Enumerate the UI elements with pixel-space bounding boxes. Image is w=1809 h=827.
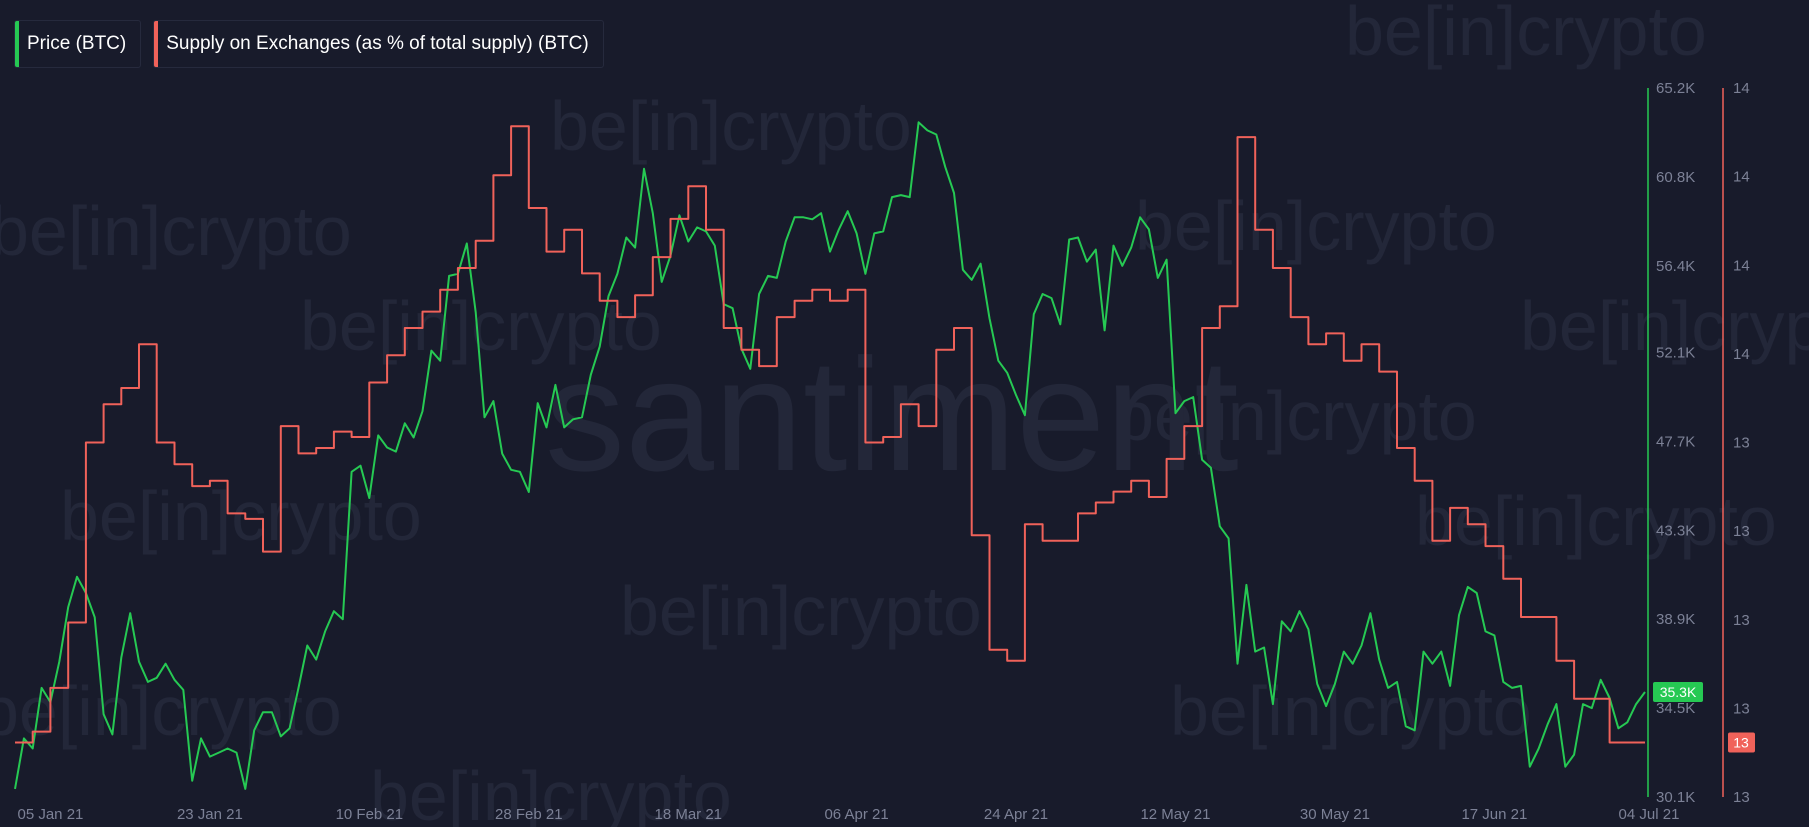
legend-supply-label: Supply on Exchanges (as % of total suppl… <box>166 33 589 54</box>
current-value-labels: 35.3K 13 <box>1653 681 1755 753</box>
price-current-label: 35.3K <box>1660 684 1697 700</box>
price-current-badge <box>1653 681 1703 702</box>
x-axis: 05 Jan 21 23 Jan 21 10 Feb 21 28 Feb 21 18 M… <box>17 806 1679 823</box>
series-layer <box>14 121 1646 790</box>
x-tick-label: 28 Feb 21 <box>495 806 563 823</box>
supply-tick-label: 14 <box>1733 346 1750 363</box>
supply-tick-label: 13 <box>1733 612 1750 629</box>
watermark-text: be[in]crypto <box>370 757 732 827</box>
supply-tick-label: 13 <box>1733 789 1750 806</box>
supply-tick-label: 13 <box>1733 435 1750 452</box>
price-tick-label: 43.3K <box>1656 522 1695 539</box>
price-tick-label: 34.5K <box>1656 700 1695 717</box>
price-tick-label: 30.1K <box>1656 789 1695 806</box>
price-swatch <box>15 21 19 67</box>
legend-price-label: Price (BTC) <box>27 33 127 54</box>
price-tick-label: 38.9K <box>1656 611 1695 628</box>
watermark-text: be[in]crypto <box>1115 377 1477 455</box>
supply-tick-label: 13 <box>1733 700 1750 717</box>
x-tick-label: 10 Feb 21 <box>336 806 404 823</box>
supply-tick-label: 14 <box>1733 169 1750 186</box>
supply-series-line <box>15 125 1645 744</box>
supply-tick-label: 14 <box>1733 80 1750 97</box>
supply-tick-label: 13 <box>1733 523 1750 540</box>
x-tick-label: 06 Apr 21 <box>824 806 888 823</box>
watermark-santiment: santiment <box>545 325 1239 504</box>
watermark-text: be[in]crypto <box>1135 187 1497 265</box>
x-tick-label: 05 Jan 21 <box>17 806 83 823</box>
price-tick-label: 65.2K <box>1656 80 1695 97</box>
x-tick-label: 18 Mar 21 <box>654 806 722 823</box>
price-series-line <box>14 121 1646 790</box>
watermark-text: be[in]crypto <box>60 477 422 555</box>
legend-item-supply[interactable]: Supply on Exchanges (as % of total suppl… <box>153 20 604 68</box>
watermark-text: be[in]crypto <box>1170 672 1532 750</box>
price-tick-label: 47.7K <box>1656 433 1695 450</box>
x-tick-label: 12 May 21 <box>1140 806 1210 823</box>
supply-current-badge <box>1728 732 1755 753</box>
x-tick-label: 04 Jul 21 <box>1619 806 1680 823</box>
x-tick-label: 24 Apr 21 <box>984 806 1048 823</box>
price-axis: 65.2K 60.8K 56.4K 52.1K 47.7K 43.3K 38.9K 34.5K… <box>1647 80 1695 806</box>
watermark-text: be[in]crypto <box>550 87 912 165</box>
x-tick-label: 23 Jan 21 <box>177 806 243 823</box>
watermark-text: be[in]crypto <box>1520 287 1809 365</box>
price-tick-label: 52.1K <box>1656 345 1695 362</box>
watermark-text: be[in]crypto <box>1415 482 1777 560</box>
supply-swatch <box>154 21 159 67</box>
x-tick-label: 30 May 21 <box>1300 806 1370 823</box>
watermark-text: be[in]crypto <box>1345 0 1707 70</box>
supply-tick-label: 14 <box>1733 257 1750 274</box>
supply-axis: 14 14 14 14 13 13 13 13 13 <box>1722 80 1750 806</box>
price-tick-label: 60.8K <box>1656 169 1695 186</box>
supply-current-label: 13 <box>1733 734 1749 750</box>
x-tick-label: 17 Jun 21 <box>1461 806 1527 823</box>
price-tick-label: 56.4K <box>1656 258 1695 275</box>
watermark-text: be[in]crypto <box>620 572 982 650</box>
watermark-text: be[in]crypto <box>0 672 342 750</box>
watermark-text: be[in]crypto <box>0 192 352 270</box>
legend-item-price[interactable]: Price (BTC) <box>14 20 142 68</box>
legend: Price (BTC) Supply on Exchanges (as % of… <box>14 20 604 68</box>
